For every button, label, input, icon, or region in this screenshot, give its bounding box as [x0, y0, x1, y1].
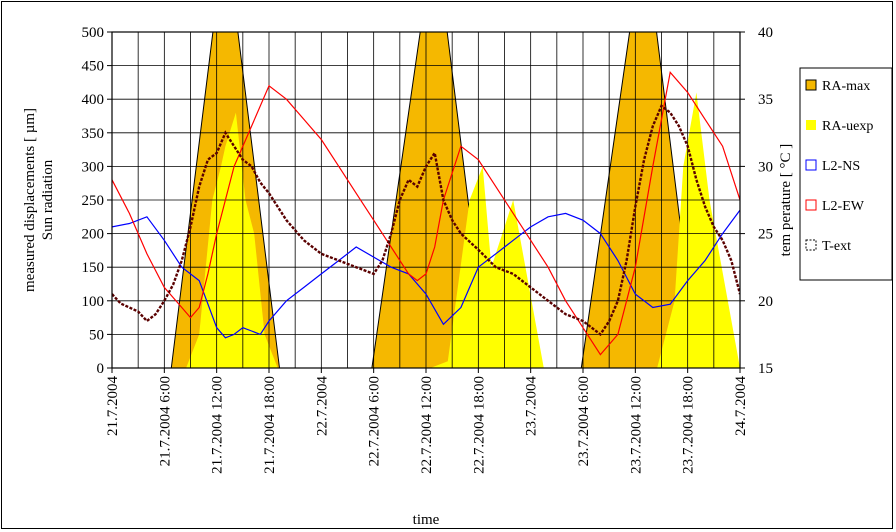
y-right-tick-label: 35 — [758, 92, 773, 108]
series-line-t-ext — [112, 104, 740, 337]
y-left-tick-label: 400 — [82, 92, 105, 108]
y-left-tick-label: 200 — [82, 227, 105, 243]
x-tick-label: 21.7.2004 6:00 — [157, 376, 173, 466]
x-tick-label: 23.7.2004 6:00 — [576, 376, 592, 466]
legend-label-l2-ew: L2-EW — [822, 199, 865, 214]
y-right-tick-label: 25 — [758, 227, 773, 243]
legend-label-t-ext: T-ext — [822, 239, 851, 254]
legend-swatch-l2-ns — [805, 159, 817, 171]
y-left-axis-label-2: Sun radiation — [40, 159, 56, 240]
y-left-tick-label: 250 — [82, 193, 105, 209]
y-left-tick-label: 50 — [89, 327, 104, 343]
x-tick-label: 22.7.2004 18:00 — [471, 376, 487, 474]
y-left-tick-label: 150 — [82, 260, 105, 276]
x-tick-label: 21.7.2004 — [105, 376, 121, 437]
y-left-tick-label: 450 — [82, 59, 105, 75]
x-axis-label: time — [413, 512, 440, 528]
series-area-ra-uexp — [112, 92, 740, 368]
legend-swatch-ra-uexp — [806, 120, 816, 130]
x-tick-label: 21.7.2004 18:00 — [262, 376, 278, 474]
x-tick-label: 24.7.2004 — [733, 376, 749, 437]
y-left-tick-label: 0 — [97, 361, 105, 377]
y-right-tick-label: 30 — [758, 159, 773, 175]
x-tick-label: 22.7.2004 12:00 — [419, 376, 435, 474]
legend-label-ra-max: RA-max — [822, 79, 870, 94]
series-line-l2-ns — [112, 209, 740, 339]
y-right-tick-label: 15 — [758, 361, 773, 377]
y-left-axis-label: measured displacements [ µm] — [22, 108, 38, 292]
legend-label-l2-ns: L2-NS — [822, 159, 860, 174]
legend-label-ra-uexp: RA-uexp — [822, 119, 873, 134]
series-line-l2-ew — [112, 70, 740, 356]
y-left-tick-label: 350 — [82, 126, 105, 142]
x-tick-label: 23.7.2004 12:00 — [628, 376, 644, 474]
x-tick-label: 22.7.2004 — [314, 376, 330, 437]
legend-swatch-ra-max — [805, 79, 817, 91]
y-left-tick-label: 500 — [82, 25, 105, 41]
x-tick-label: 23.7.2004 18:00 — [681, 376, 697, 474]
x-tick-label: 22.7.2004 6:00 — [367, 376, 383, 466]
y-right-tick-label: 20 — [758, 294, 773, 310]
x-tick-label: 23.7.2004 — [524, 376, 540, 437]
y-left-tick-label: 300 — [82, 159, 105, 175]
x-tick-label: 21.7.2004 12:00 — [210, 376, 226, 474]
legend-swatch-t-ext — [805, 239, 817, 251]
y-left-tick-label: 100 — [82, 294, 105, 310]
y-right-axis-label: tem perature [ °C ] — [778, 144, 794, 257]
legend-swatch-l2-ew — [805, 199, 817, 211]
legend-box — [799, 67, 893, 281]
y-right-tick-label: 40 — [758, 25, 773, 41]
